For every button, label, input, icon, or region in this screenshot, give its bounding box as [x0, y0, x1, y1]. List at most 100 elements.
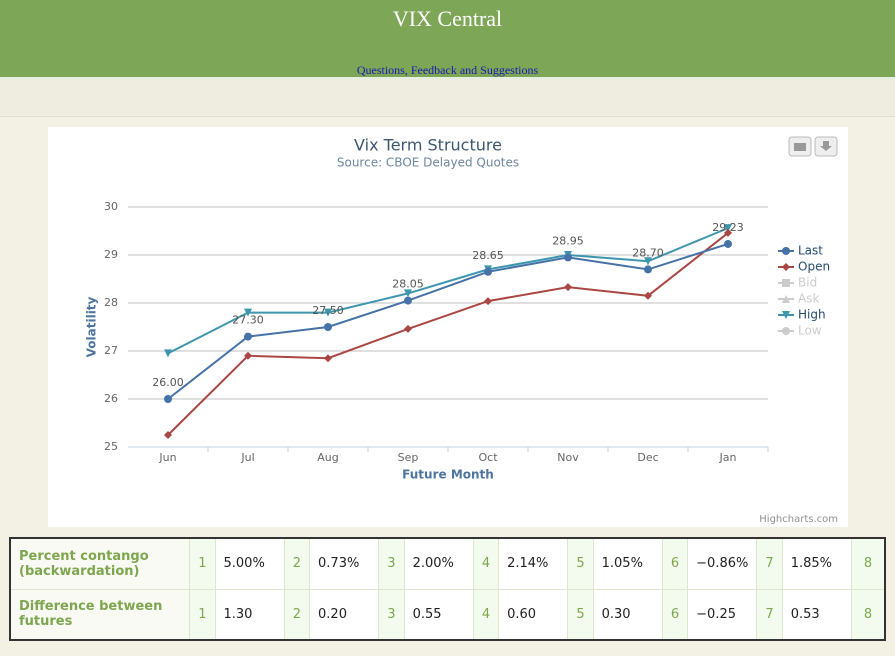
x-tick-label: Dec [637, 451, 658, 464]
marker [782, 311, 790, 319]
marker [724, 228, 732, 237]
marker [324, 354, 332, 363]
x-tick-label: Jun [158, 451, 176, 464]
marker [644, 265, 652, 274]
marker [324, 308, 332, 317]
y-tick-label: 25 [104, 440, 118, 453]
marker [564, 283, 572, 292]
marker [244, 351, 252, 360]
marker [164, 349, 172, 358]
series-line [167, 227, 729, 355]
table-cell: 8 [850, 588, 886, 641]
series-line [167, 243, 729, 400]
y-axis-title: Volatility [85, 296, 99, 357]
legend-item[interactable]: Ask [798, 292, 819, 306]
y-tick-label: 30 [104, 200, 118, 213]
marker [324, 323, 332, 331]
marker [644, 291, 652, 300]
table-cell: 6 [661, 588, 689, 641]
marker [782, 247, 790, 255]
table-cell: 1.30 [214, 588, 285, 641]
export-buttons[interactable] [788, 136, 838, 157]
x-tick-label: Sep [398, 451, 419, 464]
chart-subtitle: Source: CBOE Delayed Quotes [337, 156, 519, 170]
marker [244, 308, 252, 317]
marker [724, 239, 732, 248]
x-tick-label: Jan [719, 451, 737, 464]
y-tick-label: 28 [104, 296, 118, 309]
data-label: 28.70 [632, 246, 664, 259]
legend-item[interactable]: Open [798, 260, 830, 274]
chart-title: Vix Term Structure [354, 136, 502, 155]
table-cell: 0.53 [781, 588, 852, 641]
legend-item[interactable]: Low [798, 324, 822, 338]
table-cell: 3 [378, 537, 405, 590]
table-cell: 3 [378, 588, 405, 641]
site-title: VIX Central [392, 6, 503, 31]
table-cell: 0.60 [498, 588, 569, 641]
marker [404, 289, 412, 298]
credit: Highcharts.com [759, 514, 838, 525]
table-cell: 7 [756, 537, 783, 590]
table-cell: 4 [472, 537, 500, 590]
header: VIX Central Questions, Feedback and Sugg… [0, 0, 895, 80]
marker [164, 395, 172, 403]
table-cell: 0.55 [403, 588, 474, 641]
y-tick-label: 26 [104, 392, 118, 405]
table-cell: 1.05% [592, 537, 663, 590]
marker [782, 279, 790, 287]
nav-band [0, 80, 895, 117]
data-label: 27.50 [312, 304, 344, 317]
table-row: Difference between futures 1 1.30 2 0.20 3 0.5… [9, 588, 886, 641]
table-cell: 2 [283, 588, 311, 641]
data-label: 27.30 [232, 314, 264, 327]
y-tick-label: 27 [104, 344, 118, 357]
legend-item[interactable]: Last [798, 244, 823, 258]
marker [164, 431, 172, 439]
table-cell: 6 [661, 537, 689, 590]
x-axis-title: Future Month [402, 468, 494, 482]
table-cell: 5 [567, 537, 594, 590]
chart: Vix Term Structure Source: CBOE Delayed … [48, 127, 848, 527]
data-label: 26.00 [152, 376, 184, 389]
table-cell: 1.85% [781, 537, 852, 590]
table-cell: 1 [189, 588, 216, 641]
data-label: 29.23 [712, 221, 744, 234]
marker [484, 297, 492, 306]
marker [404, 296, 412, 305]
table-cell: 2.00% [403, 537, 474, 590]
table-cell: 1 [189, 537, 216, 590]
marker [404, 324, 412, 333]
series-line [167, 232, 729, 436]
feedback-link[interactable]: Questions, Feedback and Suggestions [356, 63, 539, 77]
legend-item[interactable]: Bid [798, 276, 817, 290]
table-row: Percent contango (backwardation) 1 5.00% 2 0… [9, 537, 886, 590]
x-tick-label: Nov [557, 451, 579, 464]
table-cell: −0.25 [687, 588, 758, 641]
table-cell: 5.00% [214, 537, 285, 590]
marker [564, 253, 572, 262]
x-tick-label: Aug [317, 451, 338, 464]
table-cell: 2.14% [498, 537, 569, 590]
table-cell: 0.73% [309, 537, 380, 590]
marker [724, 224, 732, 233]
table-cell: −0.86% [687, 537, 758, 590]
table-cell: 2 [283, 537, 311, 590]
table-cell: 5 [567, 588, 594, 641]
marker [644, 257, 652, 266]
table-cell: 4 [472, 588, 500, 641]
table-cell: Difference between futures [9, 588, 191, 641]
data-label: 28.65 [472, 249, 504, 262]
table-cell: 7 [756, 588, 783, 641]
table-cell: 0.30 [592, 588, 663, 641]
table-cell: 0.20 [309, 588, 380, 641]
x-tick-label: Oct [478, 451, 498, 464]
data-label: 28.95 [552, 234, 584, 247]
legend-item[interactable]: High [798, 308, 826, 322]
marker [782, 327, 790, 335]
marker [484, 267, 492, 276]
marker [782, 263, 790, 271]
data-label: 28.05 [392, 278, 424, 291]
stats-table: Percent contango (backwardation) 1 5.00% 2 0… [9, 537, 886, 641]
